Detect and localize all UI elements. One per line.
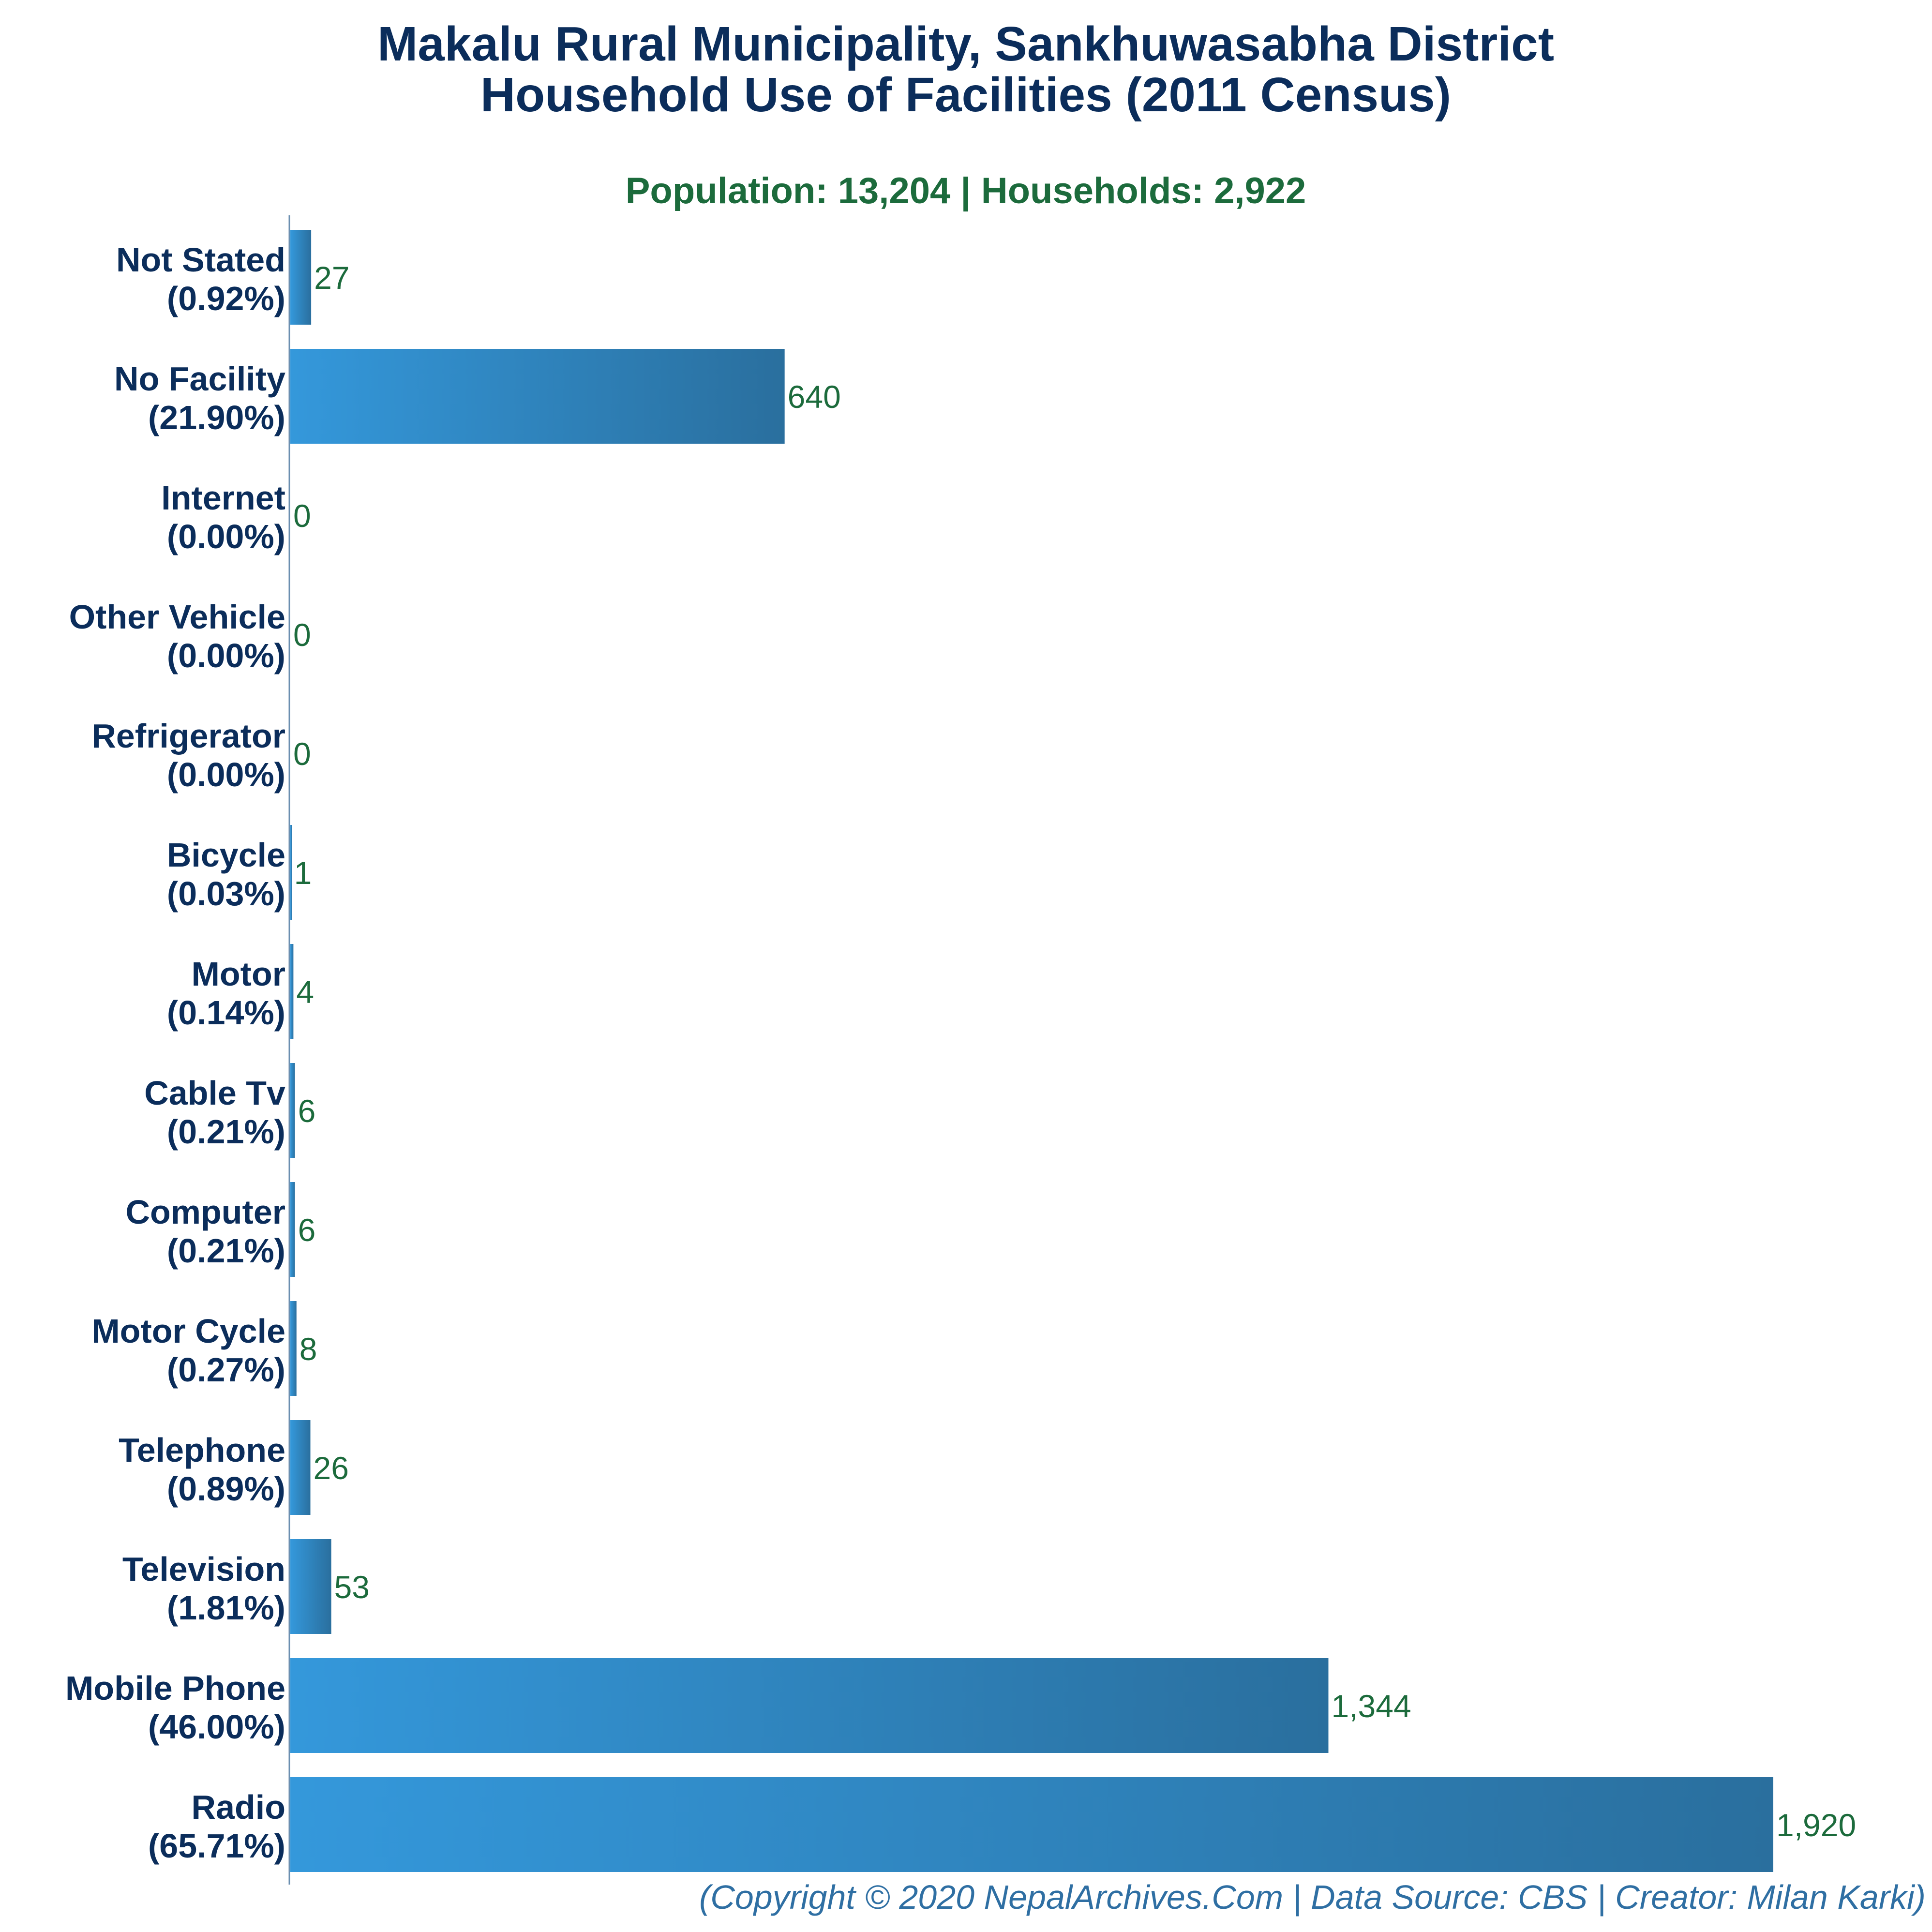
bar-bicycle (290, 825, 292, 920)
category-label-computer: Computer (125, 1193, 285, 1231)
percent-label-motor: (0.14%) (167, 994, 285, 1032)
bar-motor (290, 944, 294, 1039)
value-label-other-vehicle: 0 (293, 617, 311, 653)
category-label-not-stated: Not Stated (116, 241, 285, 279)
category-label-cable-tv: Cable Tv (144, 1074, 285, 1112)
value-label-refrigerator: 0 (293, 736, 311, 772)
category-label-radio: Radio (192, 1788, 285, 1826)
percent-label-television: (1.81%) (167, 1589, 285, 1627)
category-label-telephone: Telephone (119, 1431, 285, 1469)
value-label-not-stated: 27 (314, 260, 349, 296)
value-label-cable-tv: 6 (298, 1093, 316, 1129)
bar-mobile-phone (290, 1658, 1329, 1753)
percent-label-bicycle: (0.03%) (167, 875, 285, 913)
value-label-computer: 6 (298, 1212, 316, 1248)
percent-label-refrigerator: (0.00%) (167, 756, 285, 794)
value-label-bicycle: 1 (294, 855, 312, 891)
bars-group (290, 230, 1773, 1872)
footer-credit: (Copyright © 2020 NepalArchives.Com | Da… (699, 1878, 1926, 1917)
value-label-motor: 4 (296, 974, 314, 1010)
bar-motor-cycle (290, 1301, 297, 1396)
percent-label-other-vehicle: (0.00%) (167, 637, 285, 674)
bar-telephone (290, 1420, 311, 1515)
category-label-television: Television (122, 1550, 285, 1588)
value-label-internet: 0 (293, 498, 311, 534)
percent-label-radio: (65.71%) (148, 1827, 285, 1865)
value-labels-group: 27 640 0 0 0 1 4 6 6 8 26 53 1,344 1,920 (293, 260, 1856, 1843)
percent-label-no-facility: (21.90%) (148, 399, 285, 436)
chart-title: Makalu Rural Municipality, Sankhuwasabha… (377, 17, 1554, 71)
value-label-radio: 1,920 (1776, 1807, 1856, 1843)
value-label-mobile-phone: 1,344 (1332, 1688, 1411, 1724)
percent-label-telephone: (0.89%) (167, 1470, 285, 1508)
value-label-television: 53 (334, 1569, 370, 1605)
value-label-motor-cycle: 8 (300, 1331, 317, 1367)
chart-subtitle: Population: 13,204 | Households: 2,922 (626, 170, 1306, 212)
value-label-no-facility: 640 (788, 379, 841, 415)
percent-label-computer: (0.21%) (167, 1232, 285, 1270)
category-label-refrigerator: Refrigerator (91, 717, 285, 755)
percent-label-cable-tv: (0.21%) (167, 1113, 285, 1151)
category-label-motor: Motor (192, 955, 285, 993)
percent-label-mobile-phone: (46.00%) (148, 1708, 285, 1746)
percent-label-motor-cycle: (0.27%) (167, 1351, 285, 1389)
bar-cable-tv (290, 1063, 295, 1158)
category-label-motor-cycle: Motor Cycle (91, 1312, 285, 1350)
bar-computer (290, 1182, 295, 1277)
category-label-bicycle: Bicycle (167, 836, 285, 874)
bar-not-stated (290, 230, 312, 325)
chart-title-line2: Household Use of Facilities (2011 Census… (480, 68, 1451, 122)
value-label-telephone: 26 (314, 1450, 349, 1486)
category-label-mobile-phone: Mobile Phone (65, 1669, 285, 1707)
category-label-other-vehicle: Other Vehicle (69, 598, 285, 636)
category-labels-group: Not Stated(0.92%) No Facility(21.90%) Inte… (65, 241, 285, 1865)
bar-radio (290, 1777, 1773, 1872)
category-label-internet: Internet (161, 479, 285, 517)
percent-label-internet: (0.00%) (167, 518, 285, 555)
category-label-no-facility: No Facility (114, 360, 285, 398)
bar-television (290, 1539, 331, 1634)
bar-no-facility (290, 349, 785, 444)
percent-label-not-stated: (0.92%) (167, 280, 285, 317)
